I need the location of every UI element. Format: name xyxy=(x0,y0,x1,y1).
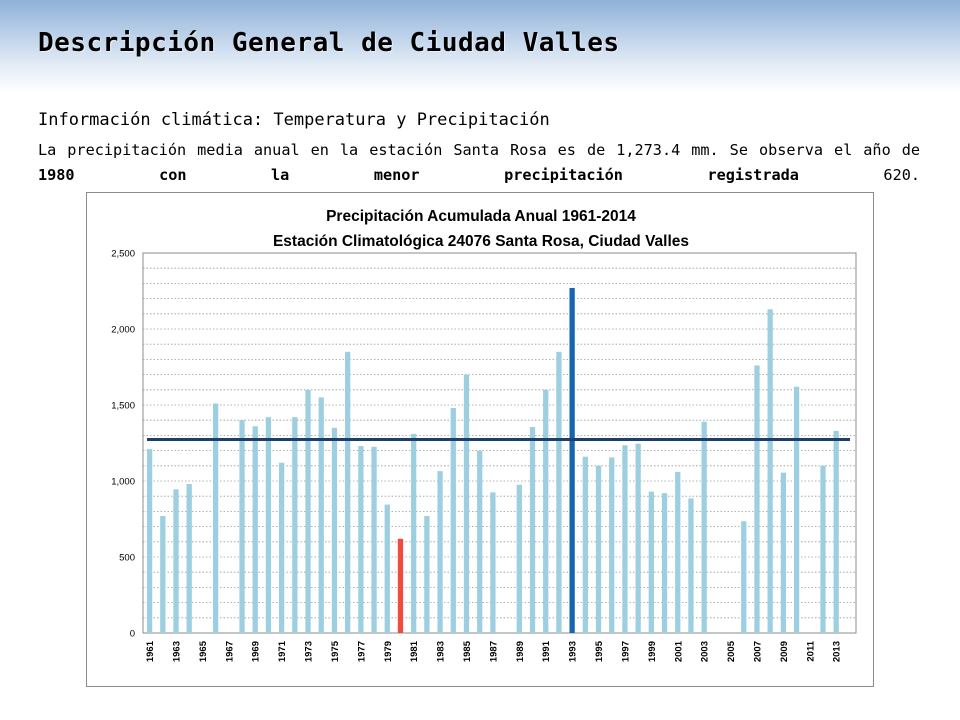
bar-1964 xyxy=(186,484,192,633)
section-subtitle: Información climática: Temperatura y Pre… xyxy=(38,110,550,130)
bar-2000 xyxy=(661,493,668,633)
x-tick-label: 2001 xyxy=(673,640,684,662)
bar-1968 xyxy=(239,420,245,633)
y-tick-label: 2,500 xyxy=(111,249,135,260)
x-tick-label: 2005 xyxy=(726,640,737,662)
bar-1962 xyxy=(160,515,166,633)
x-tick-label: 1999 xyxy=(647,641,658,662)
x-tick-label: 1997 xyxy=(620,641,631,662)
bar-2009 xyxy=(780,472,787,633)
bar-1971 xyxy=(278,462,285,633)
paragraph-text-2: 620. xyxy=(798,166,920,184)
bar-2006 xyxy=(741,521,747,633)
bar-1974 xyxy=(318,397,324,633)
bar-1963 xyxy=(173,489,179,633)
y-tick-label: 2,000 xyxy=(111,325,135,336)
bar-1969 xyxy=(252,426,258,633)
bar-1977 xyxy=(358,446,364,633)
slide-title: Descripción General de Ciudad Valles xyxy=(38,28,620,58)
bar-1999 xyxy=(648,491,654,633)
bar-2002 xyxy=(688,498,694,633)
x-tick-label: 1963 xyxy=(172,641,183,662)
x-tick-label: 1971 xyxy=(277,640,288,662)
x-tick-label: 1977 xyxy=(356,641,367,662)
bar-1970 xyxy=(265,417,272,633)
bar-1989 xyxy=(516,484,522,633)
bar-1966 xyxy=(212,403,219,633)
bar-1986 xyxy=(477,450,483,633)
bar-1998 xyxy=(635,443,641,633)
bar-1976 xyxy=(345,351,351,633)
bar-1985 xyxy=(463,374,470,633)
bar-2013 xyxy=(833,430,839,633)
bar-2007 xyxy=(754,365,760,633)
x-tick-label: 1991 xyxy=(541,640,552,662)
bar-1980 xyxy=(397,538,404,633)
chart-title: Precipitación Acumulada Anual 1961-2014 xyxy=(326,208,636,225)
paragraph-text-1: La precipitación media anual en la estac… xyxy=(38,141,920,159)
x-axis-ticks: 1961 1963 1965 1967 1969 1971 1973 1975 1977 1979… xyxy=(145,640,843,662)
bar-2012 xyxy=(820,465,826,633)
bar-1975 xyxy=(331,427,338,633)
x-tick-label: 1993 xyxy=(568,641,579,662)
bar-1991 xyxy=(543,389,549,633)
bar-1983 xyxy=(437,471,443,633)
bar-2003 xyxy=(701,421,707,633)
x-tick-label: 2011 xyxy=(805,640,816,661)
x-tick-label: 1985 xyxy=(462,640,473,662)
x-tick-label: 1983 xyxy=(436,641,447,662)
bar-1981 xyxy=(411,433,417,633)
x-tick-label: 2009 xyxy=(779,641,790,662)
x-tick-label: 2007 xyxy=(752,641,763,662)
bar-1972 xyxy=(292,417,298,633)
x-tick-label: 1969 xyxy=(251,641,262,662)
y-tick-label: 1,500 xyxy=(111,401,135,412)
precipitation-chart: Precipitación Acumulada Anual 1961-2014 … xyxy=(86,192,874,687)
bar-1997 xyxy=(622,445,628,633)
bar-1993 xyxy=(569,287,575,633)
y-tick-label: 1,000 xyxy=(111,477,135,488)
bar-1996 xyxy=(609,457,615,633)
chart-svg: Precipitación Acumulada Anual 1961-2014 … xyxy=(111,208,857,662)
x-tick-label: 1961 xyxy=(145,640,156,662)
x-tick-label: 1965 xyxy=(198,640,209,662)
x-tick-label: 2003 xyxy=(700,641,711,662)
bar-1973 xyxy=(305,389,311,633)
y-tick-label: 500 xyxy=(119,553,135,564)
bar-1979 xyxy=(384,504,390,633)
x-tick-label: 2013 xyxy=(832,641,843,662)
x-tick-label: 1989 xyxy=(515,641,526,662)
x-tick-label: 1975 xyxy=(330,640,341,662)
plot-area xyxy=(142,252,857,634)
bar-2001 xyxy=(675,471,681,633)
title-banner xyxy=(0,0,960,93)
bar-1994 xyxy=(582,456,588,633)
y-axis-ticks: 0 500 1,000 1,500 2,000 2,500 xyxy=(111,249,135,640)
bar-2008 xyxy=(767,309,773,633)
description-paragraph: La precipitación media anual en la estac… xyxy=(38,138,920,213)
bar-1961 xyxy=(146,449,153,633)
x-tick-label: 1981 xyxy=(409,640,420,662)
bar-1978 xyxy=(371,446,377,633)
bar-1990 xyxy=(529,427,536,633)
chart-subtitle: Estación Climatológica 24076 Santa Rosa,… xyxy=(273,233,689,250)
bar-1992 xyxy=(556,351,562,633)
bar-1982 xyxy=(424,515,430,633)
x-tick-label: 1973 xyxy=(304,641,315,662)
bar-1987 xyxy=(490,492,496,633)
bar-2010 xyxy=(793,386,800,633)
x-tick-label: 1979 xyxy=(383,641,394,662)
x-tick-label: 1987 xyxy=(488,641,499,662)
x-tick-label: 1995 xyxy=(594,640,605,662)
x-tick-label: 1967 xyxy=(224,641,235,662)
bar-1984 xyxy=(450,408,456,633)
y-tick-label: 0 xyxy=(130,629,135,640)
bars xyxy=(146,287,839,633)
bar-1995 xyxy=(595,465,602,633)
paragraph-bold-text: 1980 con la menor precipitación registra… xyxy=(38,166,799,184)
